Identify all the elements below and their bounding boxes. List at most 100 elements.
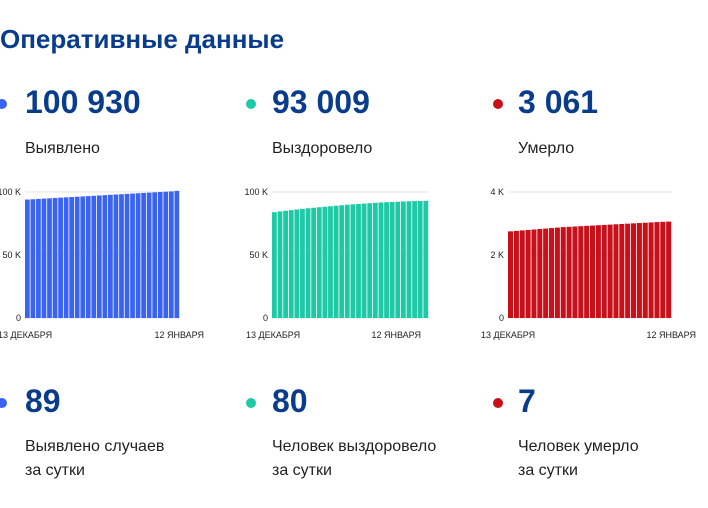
x-start-label: 13 ДЕКАБРЯ	[0, 330, 52, 340]
bar	[96, 195, 102, 318]
bar	[666, 221, 672, 318]
bar	[157, 192, 163, 318]
bar	[74, 196, 80, 318]
y-tick-label: 2 K	[490, 250, 504, 260]
daily-detected-label-1: Выявлено случаев	[25, 438, 165, 455]
died-chart: 0 2 K 4 K 13 ДЕКАБРЯ 12 ЯНВАРЯ	[481, 187, 696, 340]
bar	[277, 211, 283, 318]
detected-total: 100 930	[25, 84, 141, 120]
bar	[406, 201, 412, 318]
y-tick-label: 0	[499, 313, 504, 323]
daily-died-value: 7	[518, 383, 536, 419]
bar	[168, 191, 174, 318]
daily-recovered-label-1: Человек выздоровело	[272, 438, 437, 455]
bar	[537, 229, 543, 318]
bar	[654, 222, 660, 318]
bar	[141, 192, 146, 318]
y-tick-label: 100 K	[0, 187, 21, 197]
bar	[152, 192, 158, 318]
daily-recovered-label-2: за сутки	[272, 462, 332, 479]
bar	[519, 230, 525, 318]
bar	[124, 193, 130, 318]
bar	[361, 203, 367, 318]
bar	[344, 204, 350, 318]
detected-dot	[0, 99, 7, 109]
bar	[367, 203, 373, 318]
bar	[30, 199, 36, 318]
died-label: Умерло	[518, 140, 575, 157]
bar	[642, 222, 648, 318]
bar	[69, 197, 75, 318]
daily-detected-value: 89	[25, 383, 61, 419]
bar	[294, 209, 300, 318]
daily-died-dot	[493, 398, 503, 408]
bar	[417, 200, 423, 318]
bar	[543, 228, 549, 318]
bar	[595, 225, 601, 318]
x-end-label: 12 ЯНВАРЯ	[371, 330, 421, 340]
detected-label: Выявлено	[25, 140, 100, 157]
bar	[648, 222, 654, 318]
died-dot	[493, 99, 503, 109]
bar	[566, 226, 572, 318]
bar	[328, 206, 333, 318]
bar	[384, 202, 389, 318]
bar	[372, 202, 378, 318]
bar	[513, 230, 519, 318]
bar	[531, 229, 537, 318]
bar	[102, 195, 108, 318]
x-start-label: 13 ДЕКАБРЯ	[481, 330, 535, 340]
bar	[135, 193, 141, 318]
bar	[636, 223, 642, 318]
y-tick-label: 0	[16, 313, 21, 323]
bar	[525, 229, 531, 318]
x-end-label: 12 ЯНВАРЯ	[154, 330, 204, 340]
bar	[549, 228, 555, 318]
daily-detected-dot	[0, 398, 7, 408]
bar	[584, 225, 590, 318]
bar	[572, 226, 578, 318]
bar	[607, 224, 613, 318]
bar	[119, 194, 124, 318]
bar	[590, 225, 596, 318]
died-total: 3 061	[518, 84, 599, 120]
bar	[41, 198, 47, 318]
bar	[322, 206, 328, 318]
bar	[113, 194, 119, 318]
bar	[108, 194, 113, 318]
recovered-total: 93 009	[272, 84, 370, 120]
bar	[350, 204, 356, 318]
bar	[619, 223, 625, 318]
bar	[625, 223, 631, 318]
bar	[560, 227, 566, 318]
recovered-chart: 0 50 K 100 K 13 ДЕКАБРЯ 12 ЯНВАРЯ	[244, 187, 429, 340]
bar	[47, 198, 52, 318]
y-tick-label: 50 K	[2, 250, 21, 260]
bar	[378, 202, 384, 318]
bar	[333, 205, 339, 318]
bar	[174, 190, 180, 318]
bar	[578, 226, 584, 318]
bar	[660, 221, 666, 318]
bar	[58, 197, 63, 318]
y-tick-label: 50 K	[249, 250, 268, 260]
bar	[25, 199, 30, 318]
bar	[85, 196, 91, 318]
daily-detected-label-2: за сутки	[25, 462, 85, 479]
bar	[339, 205, 345, 318]
bar	[395, 201, 401, 318]
detected-chart: 0 50 K 100 K 13 ДЕКАБРЯ 12 ЯНВАРЯ	[0, 187, 204, 340]
bar	[356, 203, 361, 318]
bar	[423, 200, 429, 318]
bar	[389, 201, 395, 318]
bar	[163, 191, 169, 318]
daily-died-label-2: за сутки	[518, 462, 578, 479]
y-tick-label: 0	[263, 313, 268, 323]
bar	[305, 208, 311, 318]
bar	[63, 197, 69, 318]
page-title: Оперативные данные	[0, 24, 285, 54]
bar	[146, 192, 152, 318]
bar	[311, 207, 317, 318]
y-tick-label: 100 K	[244, 187, 268, 197]
daily-recovered-value: 80	[272, 383, 308, 419]
